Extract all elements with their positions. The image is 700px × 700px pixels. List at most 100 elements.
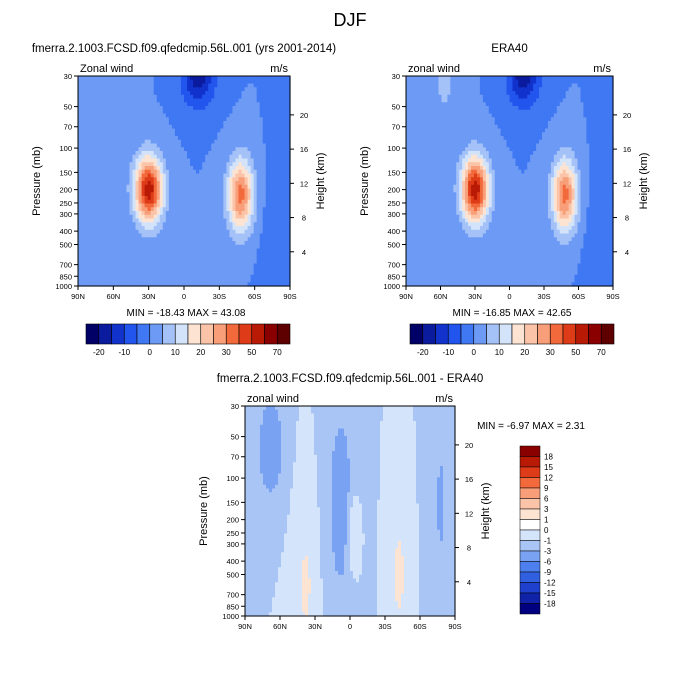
contour-cell (253, 154, 258, 160)
contour-cell (165, 263, 170, 268)
contour-cell (165, 132, 170, 137)
contour-cell (220, 199, 224, 205)
contour-cell (223, 151, 227, 156)
contour-cell (138, 102, 143, 107)
contour-cell (244, 199, 249, 205)
contour-cell (135, 237, 140, 242)
contour-cell (265, 207, 270, 212)
contour-cell (187, 244, 191, 250)
contour-cell (202, 252, 206, 257)
contour-cell (262, 158, 267, 163)
contour-cell (141, 169, 146, 175)
contour-cell (205, 91, 209, 96)
contour-cell (238, 177, 243, 182)
contour-cell (81, 87, 85, 92)
contour-cell (247, 79, 252, 85)
contour-cell (177, 244, 182, 250)
contour-cell (214, 203, 218, 208)
contour-cell (193, 109, 197, 115)
contour-cell (162, 106, 167, 111)
contour-cell (165, 188, 170, 193)
contour-cell (199, 226, 203, 231)
contour-cell (177, 151, 182, 156)
contour-cell (247, 147, 252, 152)
contour-cell (84, 94, 88, 100)
contour-cell (84, 248, 88, 253)
contour-cell (220, 274, 224, 280)
contour-cell (84, 282, 88, 287)
contour-cell (159, 173, 164, 178)
contour-cell (150, 109, 155, 115)
contour-cell (174, 91, 179, 96)
contour-cell (253, 278, 258, 283)
contour-cell (162, 267, 167, 272)
contour-cell (220, 214, 224, 220)
contour-cell (193, 128, 197, 133)
contour-cell (214, 143, 218, 148)
page-title: DJF (333, 10, 367, 30)
contour-cell (159, 226, 164, 231)
contour-cell (286, 102, 291, 107)
contour-cell (184, 147, 188, 152)
contour-cell (126, 102, 131, 107)
contour-cell (150, 177, 155, 182)
contour-cell (286, 87, 291, 92)
contour-cell (123, 117, 128, 122)
contour-cell (129, 139, 134, 145)
contour-cell (108, 151, 112, 156)
contour-cell (120, 139, 125, 145)
contour-cell (105, 188, 109, 193)
contour-cell (138, 214, 143, 220)
contour-cell (84, 76, 88, 81)
contour-cell (274, 136, 279, 141)
contour-cell (277, 267, 282, 272)
contour-cell (187, 252, 191, 257)
contour-cell (156, 106, 161, 111)
contour-cell (205, 173, 209, 178)
contour-cell (117, 139, 121, 145)
contour-cell (208, 139, 212, 145)
contour-cell (238, 76, 243, 81)
contour-cell (168, 83, 173, 88)
contour-cell (196, 166, 200, 171)
contour-cell (126, 124, 131, 130)
contour-cell (226, 128, 231, 133)
contour-cell (93, 252, 97, 257)
contour-cell (271, 83, 276, 88)
contour-cell (196, 181, 200, 186)
contour-cell (165, 83, 170, 88)
contour-cell (120, 98, 125, 103)
contour-cell (187, 263, 191, 268)
contour-cell (259, 139, 264, 145)
contour-cell (165, 166, 170, 171)
contour-cell (220, 192, 224, 197)
contour-cell (144, 218, 149, 223)
contour-cell (208, 184, 212, 190)
contour-cell (226, 117, 231, 122)
contour-cell (84, 229, 88, 235)
contour-cell (241, 271, 246, 276)
contour-cell (208, 274, 212, 280)
contour-cell (78, 248, 82, 253)
contour-cell (165, 192, 170, 197)
contour-cell (144, 203, 149, 208)
contour-cell (406, 94, 410, 100)
contour-cell (102, 143, 106, 148)
contour-cell (180, 136, 185, 141)
contour-cell (90, 184, 94, 190)
contour-cell (174, 121, 179, 126)
contour-cell (247, 102, 252, 107)
contour-cell (232, 76, 237, 81)
contour-cell (114, 139, 118, 145)
contour-cell (229, 106, 234, 111)
contour-cell (96, 196, 100, 201)
contour-cell (156, 136, 161, 141)
contour-cell (150, 154, 155, 160)
contour-cell (135, 162, 140, 167)
contour-cell (205, 94, 209, 100)
contour-cell (271, 94, 276, 100)
contour-cell (244, 237, 249, 242)
contour-cell (229, 162, 234, 167)
contour-cell (135, 121, 140, 126)
contour-cell (141, 106, 146, 111)
